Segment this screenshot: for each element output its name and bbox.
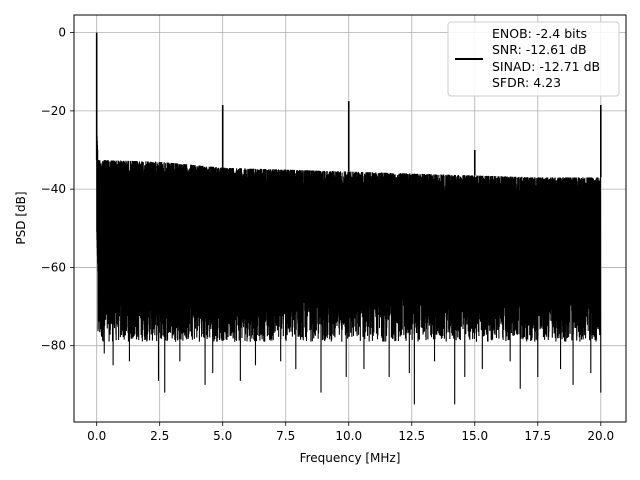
y-tick-label: −40 — [41, 182, 66, 196]
legend-snr: SNR: -12.61 dB — [492, 42, 587, 57]
y-tick-label: −60 — [41, 260, 66, 274]
y-axis-title: PSD [dB] — [14, 191, 28, 244]
legend-sinad: SINAD: -12.71 dB — [492, 59, 600, 74]
y-tick-label: −80 — [41, 339, 66, 353]
legend-sfdr: SFDR: 4.23 — [492, 75, 561, 90]
x-tick-label: 12.5 — [398, 429, 425, 443]
legend-enob: ENOB: -2.4 bits — [492, 26, 587, 41]
psd-noise-trace — [96, 126, 602, 405]
x-tick-label: 17.5 — [524, 429, 551, 443]
psd-series — [95, 32, 602, 405]
legend: ENOB: -2.4 bits SNR: -12.61 dB SINAD: -1… — [447, 21, 620, 97]
y-tick-label: −20 — [41, 104, 66, 118]
x-tick-label: 15.0 — [461, 429, 488, 443]
plot-frame — [73, 14, 627, 423]
x-tick-label: 10.0 — [335, 429, 362, 443]
y-tick-label: 0 — [58, 26, 66, 40]
x-tick-label: 20.0 — [587, 429, 614, 443]
x-tick-label: 7.5 — [276, 429, 295, 443]
x-axis-title: Frequency [MHz] — [300, 451, 401, 465]
axis-ticks: 0.0 2.5 5.0 7.5 10.0 12.5 15.0 17.5 20.0 0 −20 −40 −… — [41, 26, 614, 443]
legend-box — [447, 21, 620, 97]
x-tick-label: 5.0 — [213, 429, 232, 443]
x-tick-label: 0.0 — [87, 429, 106, 443]
x-tick-label: 2.5 — [150, 429, 169, 443]
